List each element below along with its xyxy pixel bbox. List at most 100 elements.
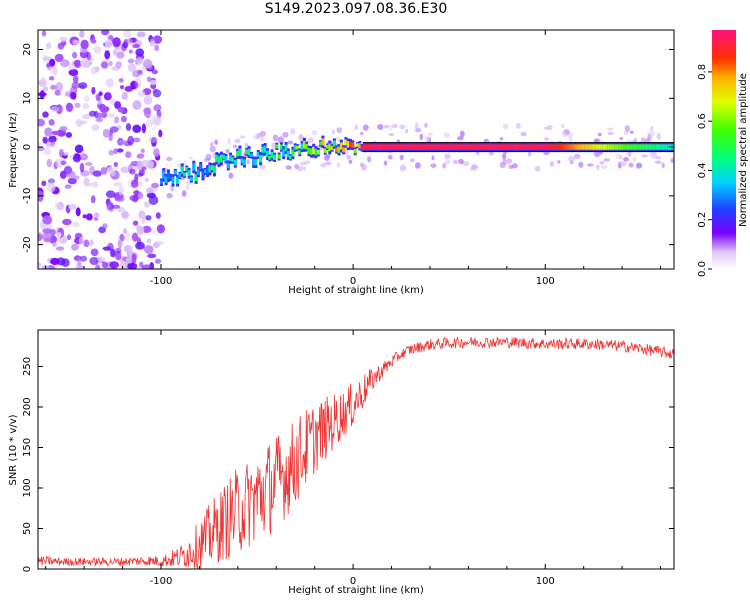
ridge-core <box>296 145 299 150</box>
noise-blob <box>41 180 47 187</box>
noise-blob <box>93 46 102 54</box>
noise-blob <box>47 178 55 184</box>
ridge-core <box>492 144 495 150</box>
noise-blob <box>108 149 114 156</box>
ridge-core <box>496 144 500 150</box>
scatter-blob <box>272 134 279 142</box>
noise-blob <box>71 81 80 89</box>
noise-blob <box>117 106 125 113</box>
scatter-blob <box>427 132 433 136</box>
noise-blob <box>132 124 142 133</box>
ridge-core <box>263 145 267 153</box>
ridge-core <box>222 154 226 159</box>
ridge-core <box>628 144 631 150</box>
ridge-core <box>316 149 320 155</box>
noise-blob <box>131 232 139 242</box>
ridge-core <box>166 172 170 180</box>
noise-blob <box>45 42 52 50</box>
y-tick-label: -10 <box>22 188 33 204</box>
ridge-core <box>459 144 463 150</box>
scatter-blob <box>399 164 407 172</box>
ridge-core <box>229 155 233 162</box>
noise-blob <box>83 177 90 186</box>
ridge-core <box>215 154 219 162</box>
noise-blob <box>90 39 97 44</box>
noise-blob <box>109 126 119 133</box>
scatter-blob <box>628 162 634 168</box>
ridge-core <box>309 148 313 155</box>
noise-blob <box>156 224 165 234</box>
scatter-blob <box>644 138 651 144</box>
snr-y-axis-label: SNR (10 * v/v) <box>8 414 19 485</box>
ridge-core <box>399 144 403 150</box>
noise-blob <box>89 257 99 265</box>
ridge-core <box>455 144 459 150</box>
ridge-core <box>173 170 177 175</box>
ridge-core <box>404 144 408 150</box>
ridge-core <box>307 148 311 154</box>
ridge-core <box>545 144 548 150</box>
scatter-blob <box>503 123 509 130</box>
ridge-core <box>422 144 426 150</box>
noise-blob <box>130 179 139 189</box>
noise-blob <box>145 119 154 128</box>
ridge-core <box>346 141 350 148</box>
scatter-blob <box>252 134 260 140</box>
scatter-blob <box>166 192 173 199</box>
ridge-core <box>579 144 583 150</box>
noise-blob <box>73 59 82 68</box>
noise-blob <box>54 202 63 211</box>
scatter-blob <box>414 128 422 133</box>
ridge-core <box>648 144 652 150</box>
ridge-core <box>284 144 288 152</box>
noise-blob <box>140 159 151 168</box>
noise-blob <box>115 251 122 261</box>
noise-blob <box>155 212 161 219</box>
ridge-core <box>406 144 410 150</box>
ridge-core <box>595 144 599 150</box>
noise-blob <box>89 239 94 246</box>
ridge-core <box>273 154 276 160</box>
scatter-blob <box>499 137 504 141</box>
scatter-blob <box>549 161 555 167</box>
ridge-core <box>176 177 180 184</box>
noise-blob <box>49 58 56 67</box>
noise-blob <box>73 175 80 180</box>
noise-blob <box>155 240 164 246</box>
scatter-blob <box>367 156 372 163</box>
ridge-core <box>219 154 223 163</box>
ridge-core <box>326 145 329 149</box>
scatter-blob <box>209 145 216 153</box>
ridge-core <box>478 144 482 150</box>
noise-blob <box>74 144 84 154</box>
scatter-blob <box>415 162 421 169</box>
scatter-blob <box>569 160 574 165</box>
scatter-blob <box>166 156 173 162</box>
ridge-core <box>602 144 606 150</box>
noise-blob <box>68 63 76 71</box>
scatter-blob <box>405 128 409 134</box>
y-tick-label: 200 <box>22 397 33 416</box>
noise-blob <box>102 128 110 138</box>
ridge-core <box>254 159 258 166</box>
scatter-blob <box>298 134 304 141</box>
ridge-core <box>637 144 641 150</box>
ridge-core <box>524 144 528 150</box>
figure-title: S149.2023.097.08.36.E30 <box>264 1 448 17</box>
y-tick-label: 0 <box>22 144 33 150</box>
noise-blob <box>78 82 88 89</box>
scatter-blob <box>544 137 550 141</box>
noise-blob <box>82 102 90 110</box>
noise-blob <box>102 246 112 251</box>
ridge-core <box>305 143 309 150</box>
colorbar-tick-label: 0.0 <box>697 261 708 277</box>
ridge-core <box>515 144 519 150</box>
ridge-core <box>328 143 332 152</box>
noise-blob <box>146 76 152 83</box>
ridge-core <box>231 157 235 162</box>
ridge-core <box>651 144 655 150</box>
ridge-core <box>653 144 657 150</box>
noise-blob <box>54 89 61 96</box>
